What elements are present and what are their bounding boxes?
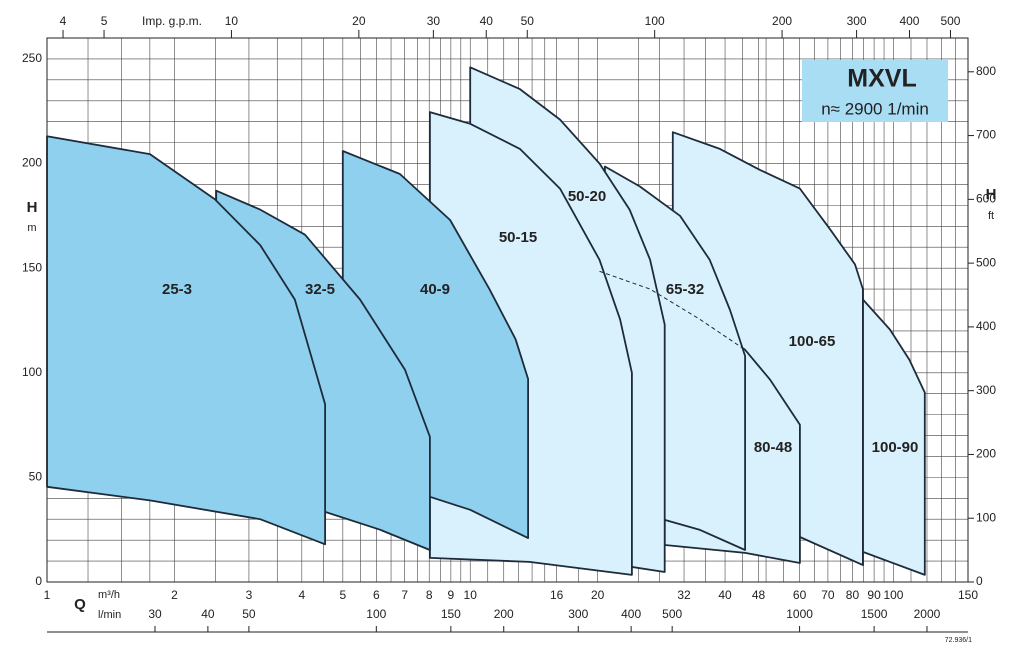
x3-tick-label: 300 [847, 14, 867, 28]
y2-tick-label: 200 [976, 447, 996, 461]
y-tick-label: 50 [29, 470, 43, 484]
x-unit: m³/h [98, 589, 120, 601]
x3-tick-label: 20 [352, 14, 366, 28]
x2-tick-label: 1000 [786, 607, 813, 621]
y-tick-label: 0 [35, 574, 42, 588]
x-tick-label: 5 [339, 588, 346, 602]
x-tick-label: 8 [426, 588, 433, 602]
x-tick-label: 1 [44, 588, 51, 602]
x-tick-label: 80 [846, 588, 860, 602]
y2-tick-label: 600 [976, 192, 996, 206]
chart-subtitle: n≈ 2900 1/min [821, 99, 929, 118]
region-label: 50-20 [568, 188, 606, 205]
chart-title: MXVL [847, 65, 916, 93]
y-label: H [27, 199, 38, 216]
region-label: 32-5 [305, 281, 335, 298]
plot-frame [46, 37, 969, 583]
x-tick-label: 150 [958, 588, 978, 602]
x2-tick-label: 2000 [914, 607, 941, 621]
y2-unit: ft [988, 210, 994, 222]
x2-tick-label: 50 [242, 607, 256, 621]
x-tick-label: 6 [373, 588, 380, 602]
y2-label: H [986, 186, 997, 203]
x3-label: Imp. g.p.m. [142, 14, 202, 28]
x-tick-label: 16 [550, 588, 564, 602]
x3-tick-label: 50 [521, 14, 535, 28]
x-tick-label: 9 [448, 588, 455, 602]
x2-tick-label: 500 [662, 607, 682, 621]
x3-tick-label: 5 [101, 14, 108, 28]
region-label: 40-9 [420, 281, 450, 298]
x2-tick-label: 40 [201, 607, 215, 621]
x-tick-label: 60 [793, 588, 807, 602]
y2-tick-label: 800 [976, 64, 996, 78]
x-tick-label: 90 [867, 588, 881, 602]
x-tick-label: 70 [821, 588, 835, 602]
y-tick-label: 150 [22, 260, 42, 274]
x2-tick-label: 300 [568, 607, 588, 621]
x-tick-label: 32 [677, 588, 691, 602]
region-label: 25-3 [162, 281, 192, 298]
pump-region [46, 135, 326, 546]
region-label: 65-32 [666, 281, 704, 298]
title-box [802, 60, 948, 122]
region-label: 100-90 [872, 439, 919, 456]
region-label: 80-48 [754, 439, 792, 456]
code-note: 72.936/1 [945, 637, 972, 644]
y2-tick-label: 700 [976, 128, 996, 142]
x3-tick-label: 200 [772, 14, 792, 28]
y2-tick-label: 500 [976, 255, 996, 269]
y-unit: m [27, 222, 36, 234]
x3-tick-label: 500 [940, 14, 960, 28]
x-label: Q [74, 596, 86, 613]
x2-tick-label: 100 [366, 607, 386, 621]
overlay: 25-3 32-5 40-9 50-15 50-20 65-32 80-48 100-65 10… [162, 188, 918, 456]
x3-tick-label: 30 [427, 14, 441, 28]
x-tick-label: 10 [464, 588, 478, 602]
x3-tick-label: 400 [899, 14, 919, 28]
y2-tick-label: 300 [976, 383, 996, 397]
x-tick-label: 48 [752, 588, 766, 602]
x2-tick-label: 200 [494, 607, 514, 621]
x2-tick-label: 30 [148, 607, 162, 621]
x-tick-label: 20 [591, 588, 605, 602]
y-tick-label: 250 [22, 51, 42, 65]
x3-tick-label: 10 [225, 14, 239, 28]
x-tick-label: 100 [883, 588, 903, 602]
region-label: 50-15 [499, 229, 537, 246]
x2-tick-label: 400 [621, 607, 641, 621]
regions [46, 66, 926, 576]
y2-tick-label: 0 [976, 574, 983, 588]
x-tick-label: 4 [298, 588, 305, 602]
y2-tick-label: 400 [976, 319, 996, 333]
x-tick-label: 3 [246, 588, 253, 602]
x-tick-label: 7 [401, 588, 408, 602]
region-label: 100-65 [789, 333, 836, 350]
x2-tick-label: 150 [441, 607, 461, 621]
x-tick-label: 2 [171, 588, 178, 602]
x2-unit: l/min [98, 609, 121, 621]
x-tick-label: 40 [718, 588, 732, 602]
x2-tick-label: 1500 [861, 607, 888, 621]
x3-tick-label: 4 [60, 14, 67, 28]
y-tick-label: 200 [22, 156, 42, 170]
x3-tick-label: 100 [645, 14, 665, 28]
y2-tick-label: 100 [976, 510, 996, 524]
y-tick-label: 100 [22, 365, 42, 379]
x3-tick-label: 40 [480, 14, 494, 28]
